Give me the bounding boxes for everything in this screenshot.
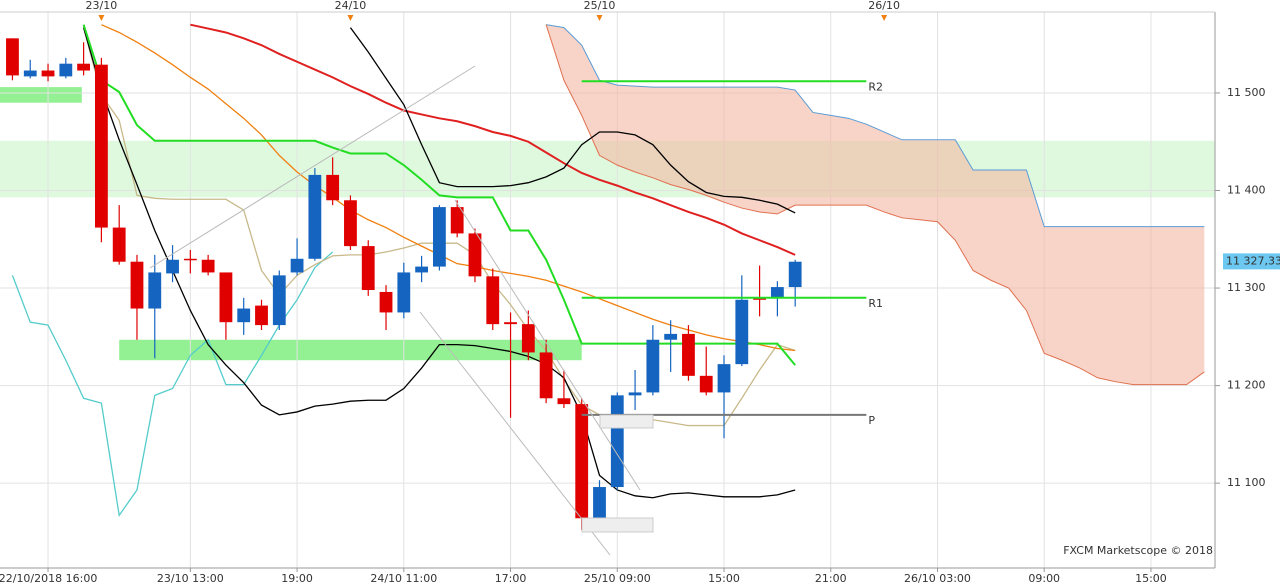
- candle-body: [379, 291, 393, 313]
- candle-body: [628, 392, 642, 396]
- day-marker: [596, 15, 603, 21]
- candle-body: [450, 207, 464, 234]
- candle-body: [344, 200, 357, 247]
- price-tag: [1223, 253, 1280, 270]
- x-tick-label: 17:00: [495, 572, 527, 585]
- y-tick-label: 11 100: [1227, 476, 1266, 489]
- day-marker: [881, 15, 888, 21]
- pivot-label: P: [868, 414, 875, 427]
- candle-body: [699, 375, 713, 393]
- day-marker: [98, 15, 105, 21]
- candle-body: [77, 63, 91, 71]
- day-label: 26/10: [868, 0, 900, 12]
- x-tick-label: 26/10 03:00: [904, 572, 971, 585]
- day-marker: [347, 15, 354, 21]
- indicator-line: [82, 27, 796, 499]
- indicator-line: [349, 27, 796, 214]
- candle-body: [557, 398, 571, 405]
- x-tick-label: 25/10 09:00: [584, 572, 651, 585]
- candle-body: [41, 70, 55, 77]
- candle-body: [468, 233, 482, 277]
- day-label: 25/10: [584, 0, 616, 12]
- box: [599, 414, 654, 429]
- candle-body: [290, 258, 304, 273]
- candle-body: [272, 275, 286, 326]
- candle-body: [735, 299, 749, 365]
- watermark: FXCM Marketscope © 2018: [1063, 544, 1213, 557]
- candle-body: [415, 266, 429, 273]
- candle-body: [183, 258, 197, 261]
- trend-line: [149, 65, 476, 269]
- candle-body: [397, 272, 411, 313]
- candle-body: [112, 227, 126, 262]
- trend-line: [419, 311, 611, 556]
- candle-body: [610, 395, 624, 488]
- candle-body: [575, 404, 589, 519]
- y-tick-label: 11 400: [1227, 184, 1266, 197]
- x-tick-label: 22/10/2018 16:00: [0, 572, 97, 585]
- price-label: 11 327,33: [1226, 254, 1280, 267]
- candle-body: [308, 174, 322, 259]
- indicator-line: [101, 24, 796, 352]
- x-tick-label: 15:00: [1135, 572, 1167, 585]
- cloud-lower: [545, 24, 1205, 386]
- candle-body: [539, 352, 553, 399]
- candle-body: [521, 324, 535, 353]
- cloud-upper: [546, 24, 1205, 228]
- candle-body: [219, 272, 233, 323]
- candle-body: [646, 339, 660, 393]
- zone: [119, 339, 582, 361]
- y-tick-label: 11 500: [1227, 86, 1266, 99]
- box: [581, 517, 654, 533]
- y-tick-label: 11 300: [1227, 281, 1266, 294]
- x-tick-label: 15:00: [708, 572, 740, 585]
- candle-body: [486, 276, 500, 325]
- x-tick-label: 24/10 11:00: [370, 572, 437, 585]
- pivot-label: R1: [868, 297, 883, 310]
- candle-body: [326, 174, 340, 201]
- pivot-label: R2: [868, 80, 883, 93]
- x-tick-label: 09:00: [1028, 572, 1060, 585]
- candle-body: [432, 207, 446, 267]
- plot: R2 R1 P: [0, 12, 1215, 568]
- candle-body: [23, 70, 37, 77]
- candle-body: [94, 64, 108, 228]
- candle-body: [682, 333, 695, 376]
- trend-line: [454, 199, 641, 491]
- candle-body: [593, 487, 606, 519]
- candle-body: [361, 246, 375, 290]
- candle-body: [237, 308, 251, 323]
- candle-body: [717, 364, 731, 393]
- candle-body: [130, 261, 144, 309]
- candle-body: [255, 305, 268, 326]
- x-tick-label: 23/10 13:00: [157, 572, 224, 585]
- candle-body: [770, 287, 784, 298]
- x-tick-label: 21:00: [815, 572, 847, 585]
- zone: [0, 87, 82, 103]
- x-tick-label: 19:00: [281, 572, 313, 585]
- indicator-line: [190, 23, 796, 256]
- day-label: 23/10: [86, 0, 118, 12]
- candle-body: [201, 259, 215, 273]
- candle-body: [664, 333, 678, 340]
- candle-body: [504, 322, 517, 325]
- y-tick-label: 11 200: [1227, 379, 1266, 392]
- candle-body: [166, 259, 179, 274]
- candle-body: [6, 38, 19, 76]
- day-label: 24/10: [335, 0, 367, 12]
- candle-body: [59, 63, 73, 77]
- candle-body: [788, 261, 802, 288]
- indicator-line: [82, 24, 796, 366]
- candle-body: [148, 272, 162, 309]
- cloud: [546, 24, 1205, 385]
